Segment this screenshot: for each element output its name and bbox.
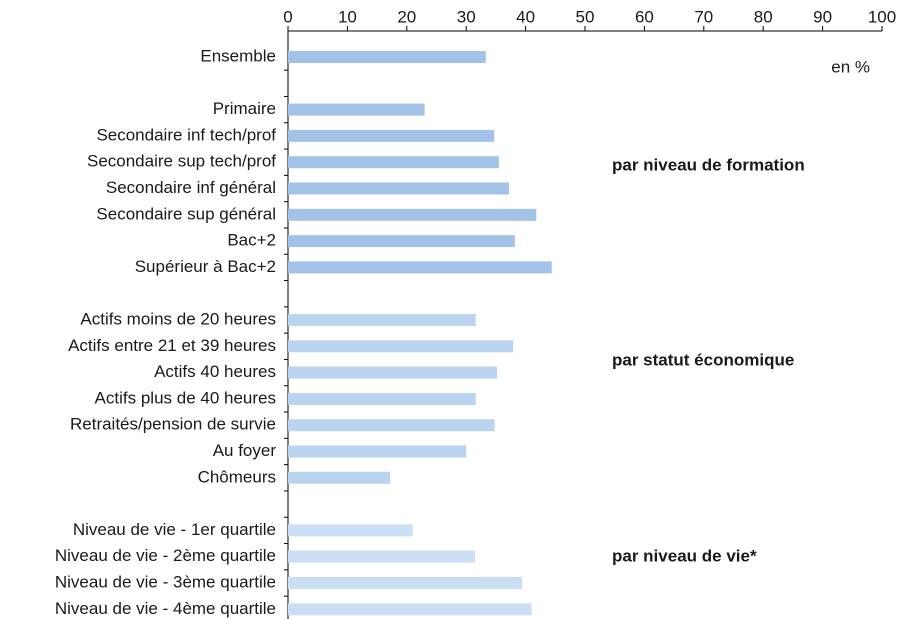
category-label: Primaire xyxy=(213,99,276,118)
annotation: en % xyxy=(831,57,870,76)
x-tick-label: 100 xyxy=(868,7,896,26)
bar xyxy=(288,261,552,274)
category-label: Niveau de vie - 4ème quartile xyxy=(55,599,276,618)
category-label: Niveau de vie - 1er quartile xyxy=(73,520,276,539)
annotation: par statut économique xyxy=(612,350,794,369)
annotation: par niveau de formation xyxy=(612,155,805,174)
bar xyxy=(288,235,515,248)
bar xyxy=(288,103,425,116)
x-tick-label: 20 xyxy=(397,7,416,26)
annotation: par niveau de vie* xyxy=(612,546,757,565)
bar xyxy=(288,51,486,63)
category-label: Chômeurs xyxy=(198,467,276,486)
category-label: Actifs 40 heures xyxy=(154,362,276,381)
bar xyxy=(288,129,495,142)
bar xyxy=(288,208,537,221)
x-tick-label: 80 xyxy=(754,7,773,26)
bar xyxy=(288,182,509,195)
bar xyxy=(288,366,498,379)
category-label: Secondaire sup général xyxy=(96,204,276,223)
x-tick-label: 60 xyxy=(635,7,654,26)
x-tick-label: 0 xyxy=(283,7,292,26)
bar xyxy=(288,550,476,563)
x-tick-label: 10 xyxy=(338,7,357,26)
category-label: Ensemble xyxy=(200,46,276,65)
x-tick-label: 70 xyxy=(694,7,713,26)
category-label: Secondaire inf tech/prof xyxy=(96,125,276,144)
x-tick-label: 50 xyxy=(576,7,595,26)
category-label: Bac+2 xyxy=(227,231,276,250)
bar xyxy=(288,471,391,484)
bar xyxy=(288,314,476,326)
category-label: Secondaire sup tech/prof xyxy=(87,152,276,171)
category-label: Supérieur à Bac+2 xyxy=(135,257,276,276)
category-label: Actifs moins de 20 heures xyxy=(80,309,276,328)
x-tick-label: 40 xyxy=(516,7,535,26)
category-label: Au foyer xyxy=(213,441,277,460)
category-label: Actifs plus de 40 heures xyxy=(95,388,276,407)
bar xyxy=(288,340,514,353)
category-label: Niveau de vie - 2ème quartile xyxy=(55,546,276,565)
bar xyxy=(288,156,499,169)
x-tick-label: 90 xyxy=(813,7,832,26)
category-label: Retraités/pension de survie xyxy=(70,415,276,434)
x-tick-label: 30 xyxy=(457,7,476,26)
bar xyxy=(288,445,467,458)
bar xyxy=(288,392,476,405)
category-label: Actifs entre 21 et 39 heures xyxy=(68,336,276,355)
bar xyxy=(288,524,413,537)
category-label: Secondaire inf général xyxy=(106,178,276,197)
bar xyxy=(288,577,523,589)
bar xyxy=(288,603,532,616)
category-label: Niveau de vie - 3ème quartile xyxy=(55,572,276,591)
bar xyxy=(288,419,495,432)
